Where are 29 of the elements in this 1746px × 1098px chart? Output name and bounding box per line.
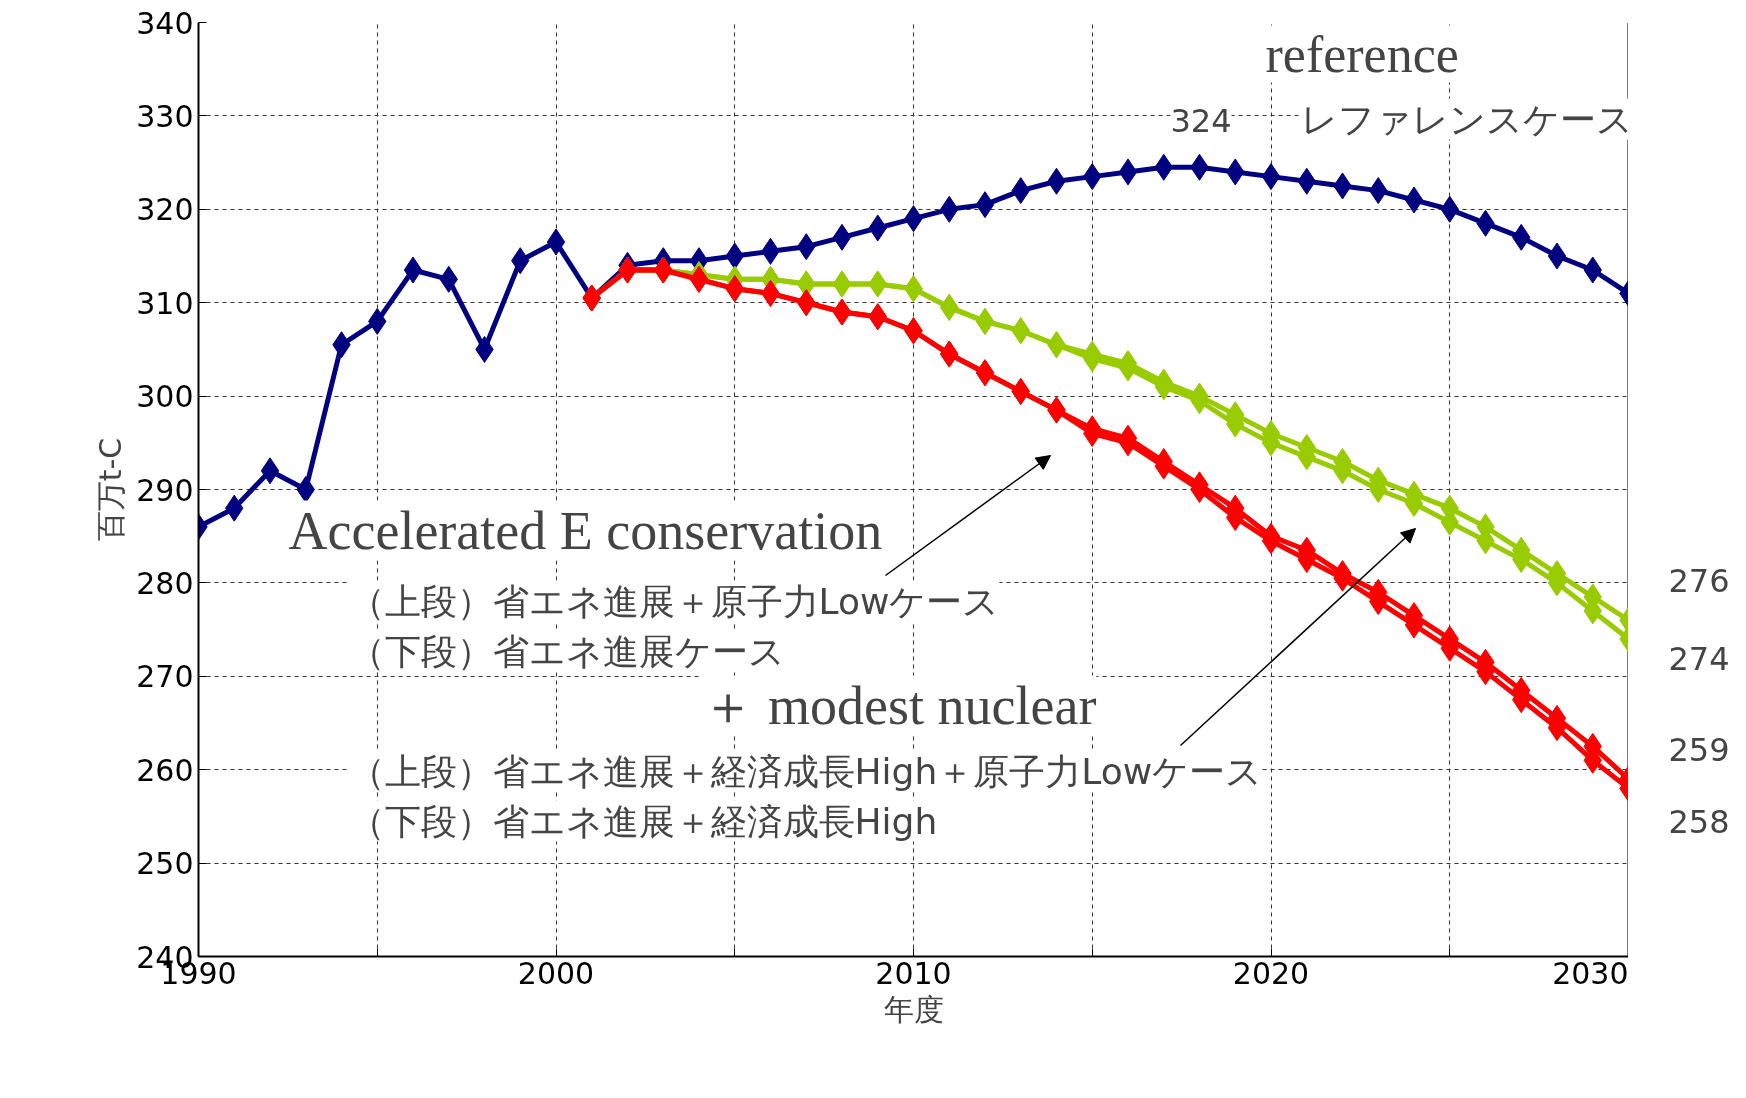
y-tick-label: 340 xyxy=(136,5,194,41)
annotation: （下段）省エネ進展ケース xyxy=(348,630,785,672)
annotation: （下段）省エネ進展＋経済成長High xyxy=(348,800,938,842)
y-tick-label: 270 xyxy=(136,659,194,695)
y-tick-label: 260 xyxy=(136,752,194,788)
annotation: 324 xyxy=(1170,101,1232,140)
annotation: （上段）省エネ進展＋原子力Lowケース xyxy=(348,580,1000,622)
x-tick-label: 2000 xyxy=(517,955,595,991)
y-tick-label: 310 xyxy=(136,285,194,321)
annotation: レファレンスケース xyxy=(1300,98,1633,140)
annotation: ＋ modest nuclear xyxy=(700,675,1097,736)
x-tick-label: 2020 xyxy=(1232,955,1310,991)
annotation: Accelerated E conservation xyxy=(288,500,883,561)
y-tick-label: 320 xyxy=(136,192,194,228)
text: 276 xyxy=(1668,561,1730,600)
y-tick-label: 300 xyxy=(136,379,194,415)
y-tick-label: 330 xyxy=(136,98,194,134)
x-tick-label: 2010 xyxy=(875,955,952,991)
x-tick-label: 2030 xyxy=(1552,955,1629,991)
text: 259 xyxy=(1668,730,1730,769)
text: 258 xyxy=(1668,802,1730,841)
y-tick-label: 280 xyxy=(136,565,194,601)
y-tick-label: 250 xyxy=(136,846,194,882)
y-tick-label: 290 xyxy=(136,472,194,508)
annotation: （上段）省エネ進展＋経済成長High＋原子力Lowケース xyxy=(348,750,1263,792)
x-axis-title: 年度 xyxy=(883,991,944,1027)
annotation: reference xyxy=(1265,25,1459,83)
text: 274 xyxy=(1668,639,1730,678)
y-axis-title: 百万t-C xyxy=(93,437,129,542)
